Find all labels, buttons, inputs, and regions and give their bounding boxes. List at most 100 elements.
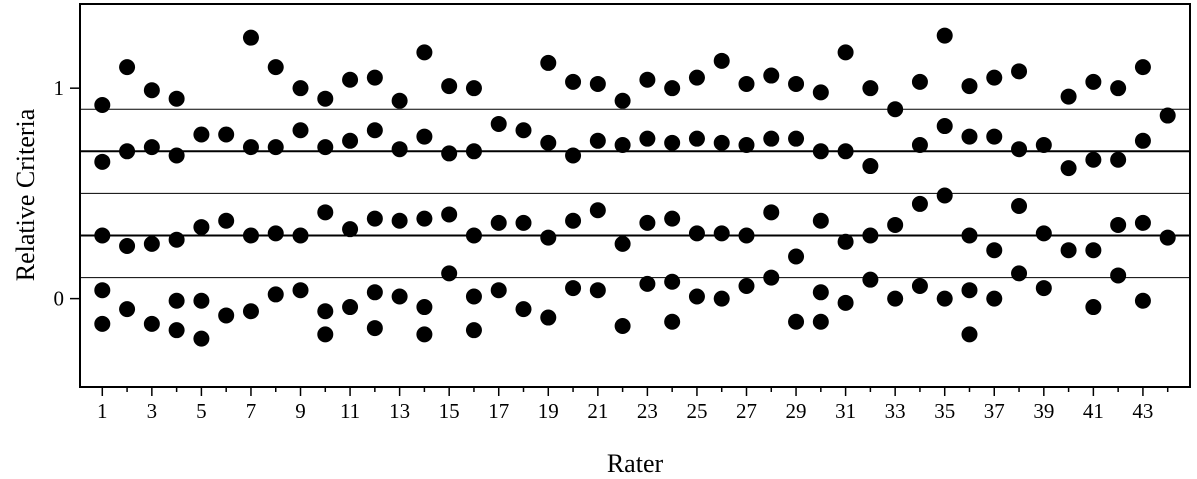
data-point [887, 216, 904, 233]
data-point [242, 29, 259, 46]
data-point [1134, 214, 1151, 231]
data-point [713, 225, 730, 242]
data-point [812, 212, 829, 229]
data-point [342, 132, 359, 149]
data-point [242, 139, 259, 156]
data-point [342, 299, 359, 316]
data-point [639, 130, 656, 147]
data-point [1085, 242, 1102, 259]
data-point [688, 69, 705, 86]
data-point [961, 282, 978, 299]
data-point [936, 118, 953, 135]
data-point [292, 282, 309, 299]
data-point [465, 288, 482, 305]
data-point [986, 242, 1003, 259]
data-point [416, 44, 433, 61]
data-point [1110, 216, 1127, 233]
data-point [936, 27, 953, 44]
data-point [812, 84, 829, 101]
data-point [788, 75, 805, 92]
data-point [936, 290, 953, 307]
data-point [986, 128, 1003, 145]
data-point [193, 219, 210, 236]
data-point [366, 284, 383, 301]
data-point [317, 303, 334, 320]
data-point [342, 71, 359, 88]
data-point [1134, 292, 1151, 309]
x-tick-label: 17 [488, 399, 509, 423]
data-point [961, 326, 978, 343]
data-point [961, 78, 978, 95]
y-tick-label: 1 [54, 76, 65, 100]
data-point [1110, 267, 1127, 284]
data-point [1110, 151, 1127, 168]
data-point [218, 212, 235, 229]
data-point [490, 282, 507, 299]
data-point [242, 227, 259, 244]
data-point [862, 227, 879, 244]
x-tick-label: 19 [538, 399, 559, 423]
data-point [986, 69, 1003, 86]
data-point [639, 275, 656, 292]
data-point [168, 147, 185, 164]
data-point [565, 212, 582, 229]
data-point [416, 128, 433, 145]
data-point [738, 75, 755, 92]
data-point [317, 326, 334, 343]
data-point [565, 280, 582, 297]
x-tick-label: 7 [246, 399, 257, 423]
data-point [1085, 299, 1102, 316]
x-tick-label: 1 [97, 399, 108, 423]
data-point [639, 214, 656, 231]
data-point [911, 136, 928, 153]
data-point [515, 301, 532, 318]
data-point [1035, 280, 1052, 297]
data-point [738, 277, 755, 294]
x-tick-label: 11 [340, 399, 360, 423]
data-point [94, 282, 111, 299]
data-point [1159, 229, 1176, 246]
data-point [961, 227, 978, 244]
data-point [441, 78, 458, 95]
data-point [317, 139, 334, 156]
data-point [589, 202, 606, 219]
data-point [143, 315, 160, 332]
data-point [1085, 151, 1102, 168]
data-point [317, 90, 334, 107]
data-point [465, 143, 482, 160]
x-axis-title: Rater [607, 449, 664, 478]
data-point [1060, 160, 1077, 177]
data-point [837, 233, 854, 250]
data-point [292, 122, 309, 139]
data-point [614, 92, 631, 109]
data-point [936, 187, 953, 204]
data-point [837, 294, 854, 311]
data-point [242, 303, 259, 320]
x-tick-label: 21 [587, 399, 608, 423]
x-tick-label: 5 [196, 399, 207, 423]
data-point [738, 136, 755, 153]
data-point [664, 80, 681, 97]
data-point [292, 80, 309, 97]
data-point [1159, 107, 1176, 124]
data-point [94, 227, 111, 244]
y-tick-label: 0 [54, 287, 65, 311]
data-point [565, 73, 582, 90]
data-point [1011, 63, 1028, 80]
data-point [887, 101, 904, 118]
data-point [515, 122, 532, 139]
data-point [193, 330, 210, 347]
x-tick-label: 43 [1132, 399, 1153, 423]
data-point [788, 313, 805, 330]
data-point [763, 130, 780, 147]
x-tick-label: 15 [439, 399, 460, 423]
x-tick-label: 35 [934, 399, 955, 423]
data-point [812, 284, 829, 301]
data-point [391, 92, 408, 109]
data-point [490, 115, 507, 132]
data-point [94, 153, 111, 170]
data-point [391, 212, 408, 229]
data-point [441, 265, 458, 282]
y-axis: 01 [54, 76, 80, 311]
